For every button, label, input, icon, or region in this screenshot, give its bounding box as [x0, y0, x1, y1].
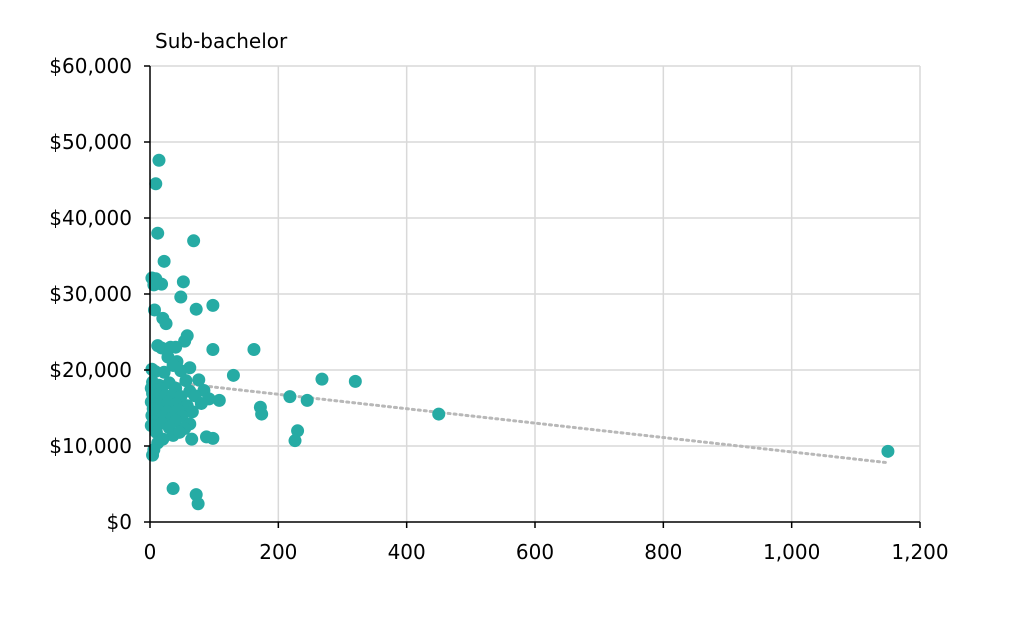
- axes: [144, 65, 921, 528]
- x-tick-labels: 0 200 400 600 800 1,000 1,200: [144, 540, 949, 564]
- scatter-point: [151, 226, 165, 240]
- scatter-point: [194, 396, 208, 410]
- scatter-point: [179, 374, 193, 388]
- scatter-point: [191, 497, 205, 511]
- scatter-point: [881, 444, 895, 458]
- x-tick-label: 0: [144, 540, 157, 564]
- y-tick-label: $10,000: [49, 434, 132, 458]
- scatter-point: [174, 290, 188, 304]
- x-tick-label: 600: [516, 540, 554, 564]
- trendline-group: [148, 378, 890, 465]
- scatter-point: [283, 390, 297, 404]
- scatter-point: [255, 407, 269, 421]
- x-tick-label: 1,000: [763, 540, 820, 564]
- scatter-point: [157, 365, 171, 379]
- data-points: [144, 153, 895, 511]
- y-tick-label: $40,000: [49, 206, 132, 230]
- scatter-point: [348, 374, 362, 388]
- x-tick-label: 800: [644, 540, 682, 564]
- scatter-point: [159, 317, 173, 331]
- scatter-point: [169, 340, 183, 354]
- scatter-point: [185, 405, 199, 419]
- y-tick-label: $60,000: [49, 54, 132, 78]
- scatter-point: [206, 342, 220, 356]
- scatter-point: [157, 254, 171, 268]
- y-tick-label: $20,000: [49, 358, 132, 382]
- scatter-point: [173, 425, 187, 439]
- scatter-point: [149, 177, 163, 191]
- scatter-point: [176, 275, 190, 289]
- scatter-point: [212, 393, 226, 407]
- x-tick-label: 200: [259, 540, 297, 564]
- gridlines: [150, 65, 921, 522]
- y-tick-label: $50,000: [49, 130, 132, 154]
- scatter-point: [192, 373, 206, 387]
- scatter-point: [185, 432, 199, 446]
- scatter-point: [152, 153, 166, 167]
- scatter-point: [247, 342, 261, 356]
- scatter-point: [226, 368, 240, 382]
- scatter-point: [166, 482, 180, 496]
- chart-title: Sub-bachelor: [155, 29, 288, 53]
- scatter-point: [432, 407, 446, 421]
- scatter-point: [206, 431, 220, 445]
- scatter-point: [187, 234, 201, 248]
- scatter-point: [147, 303, 161, 317]
- scatter-point: [146, 448, 160, 462]
- scatter-point: [174, 364, 188, 378]
- scatter-point: [300, 393, 314, 407]
- scatter-point: [189, 302, 203, 316]
- y-tick-labels: $0 $10,000 $20,000 $30,000 $40,000 $50,000 $60…: [49, 54, 132, 534]
- scatter-point: [288, 434, 302, 448]
- scatter-point: [315, 372, 329, 386]
- y-tick-label: $0: [107, 510, 132, 534]
- x-tick-label: 400: [388, 540, 426, 564]
- x-tick-label: 1,200: [891, 540, 948, 564]
- scatter-point: [206, 298, 220, 312]
- scatter-point: [155, 277, 169, 291]
- scatter-point: [291, 424, 305, 438]
- y-tick-label: $30,000: [49, 282, 132, 306]
- trendline: [148, 378, 890, 465]
